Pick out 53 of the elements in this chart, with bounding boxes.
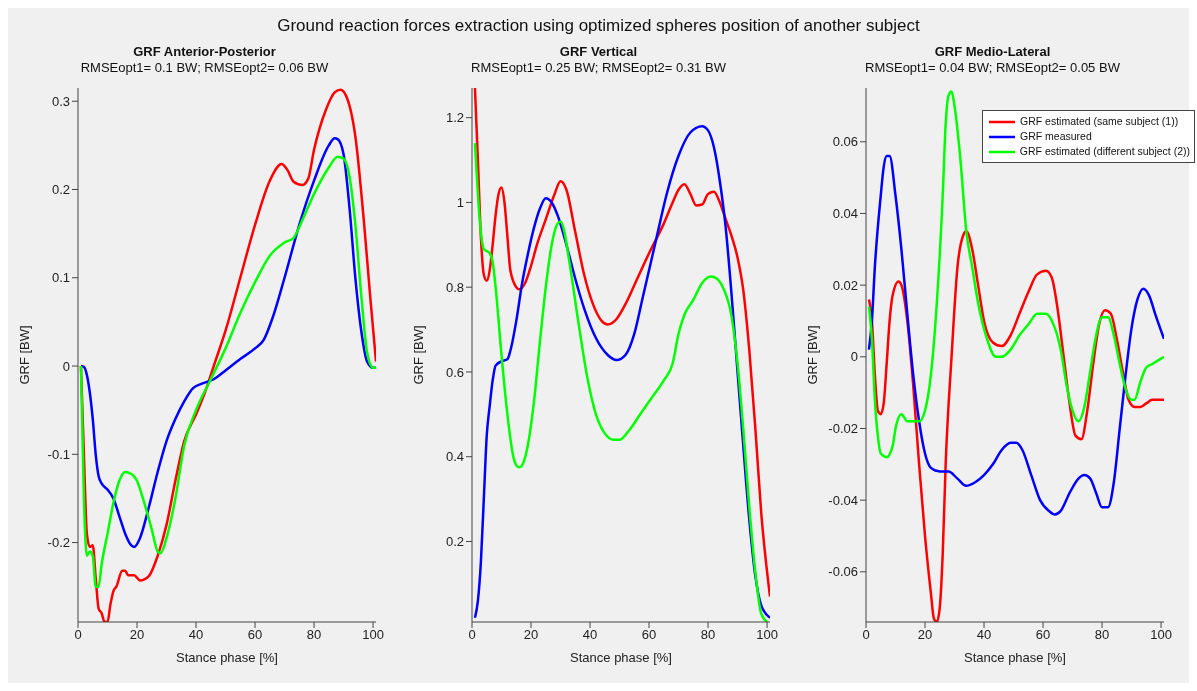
x-tick-label: 80 xyxy=(1094,627,1110,643)
y-axis-title: GRF [BW] xyxy=(410,325,426,385)
y-tick-label: -0.06 xyxy=(828,564,858,580)
x-tick-label: 60 xyxy=(1035,627,1051,643)
y-tick-label: 1 xyxy=(456,195,464,211)
y-axis-title: GRF [BW] xyxy=(16,325,32,385)
y-tick-label: 0 xyxy=(850,349,858,365)
y-tick-label: -0.04 xyxy=(828,492,858,508)
x-tick-label: 0 xyxy=(74,627,82,643)
x-tick-label: 0 xyxy=(862,627,870,643)
y-tick-label: -0.2 xyxy=(47,535,70,551)
legend-label: GRF estimated (same subject (1)) xyxy=(1020,114,1179,129)
x-tick-label: 20 xyxy=(129,627,145,643)
x-tick-label: 40 xyxy=(976,627,992,643)
x-tick-label: 60 xyxy=(641,627,657,643)
x-tick-label: 20 xyxy=(917,627,933,643)
x-tick-label: 0 xyxy=(468,627,476,643)
y-tick-label: 0.2 xyxy=(51,182,70,198)
y-tick-label: 0.6 xyxy=(445,364,464,380)
chart-subtitle: RMSEopt1= 0.25 BW; RMSEopt2= 0.31 BW xyxy=(470,60,727,77)
y-tick-label: 0.06 xyxy=(832,134,858,150)
x-tick-label: 40 xyxy=(582,627,598,643)
text: Ground reaction forces extraction using optimized spheres position of another subject xyxy=(277,16,920,35)
y-tick-label: 0.8 xyxy=(445,279,464,295)
chart-subtitle: RMSEopt1= 0.04 BW; RMSEopt2= 0.05 BW xyxy=(864,60,1121,77)
x-tick-label: 40 xyxy=(188,627,204,643)
legend-label: GRF estimated (different subject (2)) xyxy=(1019,144,1190,159)
y-tick-label: 0.2 xyxy=(445,534,464,550)
x-tick-label: 100 xyxy=(362,627,384,643)
y-tick-label: 0.04 xyxy=(832,206,858,222)
x-axis-title: Stance phase [%] xyxy=(570,650,672,665)
y-tick-label: 0.4 xyxy=(445,449,464,465)
x-tick-label: 80 xyxy=(306,627,322,643)
chart-title: GRF Medio-Lateral xyxy=(933,44,1052,60)
chart-title: GRF Anterior-Posterior xyxy=(132,44,277,60)
chart-title: GRF Vertical xyxy=(558,44,639,60)
x-axis-title: Stance phase [%] xyxy=(176,650,278,665)
x-axis-title: Stance phase [%] xyxy=(964,650,1066,665)
y-tick-label: 0.3 xyxy=(51,93,70,109)
x-tick-label: 20 xyxy=(523,627,539,643)
y-axis-title: GRF [BW] xyxy=(804,325,820,385)
x-tick-label: 100 xyxy=(756,627,778,643)
x-tick-label: 80 xyxy=(700,627,716,643)
y-tick-label: 1.2 xyxy=(445,110,464,126)
chart-subtitle: RMSEopt1= 0.1 BW; RMSEopt2= 0.06 BW xyxy=(79,60,330,77)
legend-label: GRF measured xyxy=(1020,129,1092,144)
y-tick-label: -0.1 xyxy=(47,446,70,462)
x-tick-label: 60 xyxy=(247,627,263,643)
x-tick-label: 100 xyxy=(1150,627,1172,643)
y-tick-label: 0 xyxy=(62,358,70,374)
y-tick-label: 0.02 xyxy=(832,277,858,293)
y-tick-label: -0.02 xyxy=(828,421,858,437)
y-tick-label: 0.1 xyxy=(51,270,70,286)
